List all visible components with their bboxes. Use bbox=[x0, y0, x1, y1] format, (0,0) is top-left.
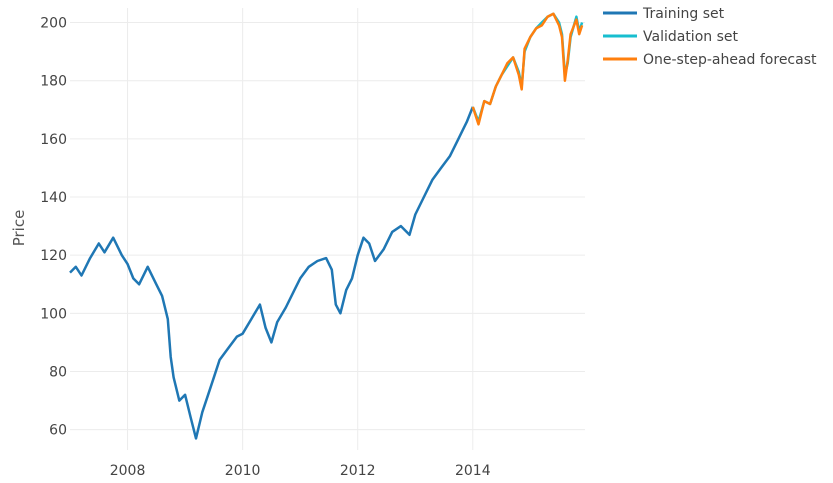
series-line-3 bbox=[471, 12, 584, 126]
x-tick-label: 2008 bbox=[110, 463, 146, 479]
y-tick-label: 120 bbox=[40, 248, 67, 264]
legend-item-2[interactable]: Validation set bbox=[603, 29, 738, 45]
y-axis-title: Price bbox=[10, 210, 28, 247]
y-tick-labels: 60 80 100 120 140 160 180 200 bbox=[40, 16, 67, 439]
gridlines bbox=[70, 8, 585, 450]
legend-label: Validation set bbox=[643, 29, 738, 45]
x-tick-label: 2010 bbox=[225, 463, 261, 479]
y-tick-label: 200 bbox=[40, 16, 67, 32]
legend-label: Training set bbox=[642, 6, 725, 22]
x-tick-label: 2014 bbox=[455, 463, 491, 479]
legend-label: One-step-ahead forecast bbox=[643, 52, 817, 68]
y-tick-label: 160 bbox=[40, 132, 67, 148]
y-tick-label: 80 bbox=[49, 364, 67, 380]
x-tick-label: 2012 bbox=[340, 463, 376, 479]
legend-item-3[interactable]: One-step-ahead forecast bbox=[603, 52, 817, 68]
series-lines bbox=[69, 12, 584, 440]
y-tick-label: 180 bbox=[40, 74, 67, 90]
x-tick-labels: 2008 2010 2012 2014 bbox=[110, 463, 491, 479]
legend[interactable]: Training set Validation set One-step-ahead… bbox=[603, 6, 817, 68]
y-tick-label: 140 bbox=[40, 190, 67, 206]
legend-item-1[interactable]: Training set bbox=[603, 6, 725, 22]
y-tick-label: 100 bbox=[40, 306, 67, 322]
y-tick-label: 60 bbox=[49, 423, 67, 439]
series-line-1 bbox=[69, 106, 474, 440]
